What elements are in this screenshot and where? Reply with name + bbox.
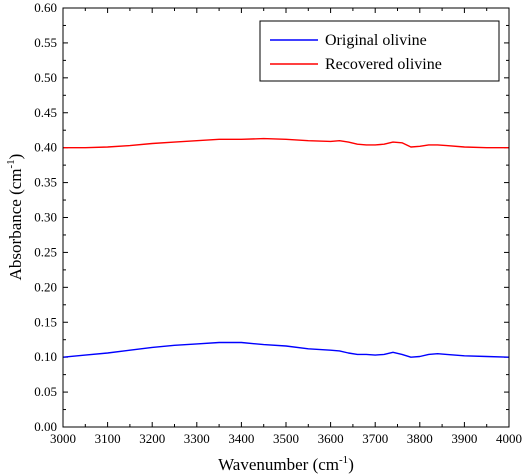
y-axis-title: Absorbance (cm-1) [5,154,25,281]
x-tick-label: 3600 [318,431,344,446]
series-line-recovered-olivine [63,137,509,149]
legend-label: Recovered olivine [325,56,442,73]
y-tick-label: 0.15 [34,314,57,329]
y-tick-label: 0.40 [34,140,57,155]
legend-box [259,20,500,82]
plot-frame [62,7,510,428]
x-tick-label: 3900 [451,431,477,446]
y-tick-label: 0.45 [34,105,57,120]
y-tick-label: 0.10 [34,349,57,364]
series-line-original-olivine [62,341,510,358]
y-tick-label: 0.25 [34,244,57,259]
y-tick-label: 0.00 [34,419,57,434]
x-tick-label: 3100 [95,431,121,446]
y-tick-label: 0.20 [34,279,57,294]
x-tick-label: 3200 [139,431,165,446]
x-tick-label: 3700 [362,431,388,446]
legend: Original olivine Recovered olivine [259,20,500,82]
y-tick-label: 0.55 [34,35,57,50]
y-tick-label: 0.05 [34,384,57,399]
y-tick-label: 0.35 [34,175,57,190]
x-tick-label: 3400 [228,431,254,446]
y-tick-label: 0.50 [34,70,57,85]
x-tick-label: 3300 [184,431,210,446]
x-tick-label: 3800 [407,431,433,446]
y-tick-label: 0.30 [34,210,57,225]
x-tick-label: 4000 [496,431,522,446]
x-tick-label: 3500 [273,431,299,446]
y-tick-label: 0.60 [34,0,57,15]
x-tick-label: 3000 [50,431,76,446]
x-axis-title: Wavenumber (cm-1) [218,454,354,474]
legend-label: Original olivine [325,32,427,49]
